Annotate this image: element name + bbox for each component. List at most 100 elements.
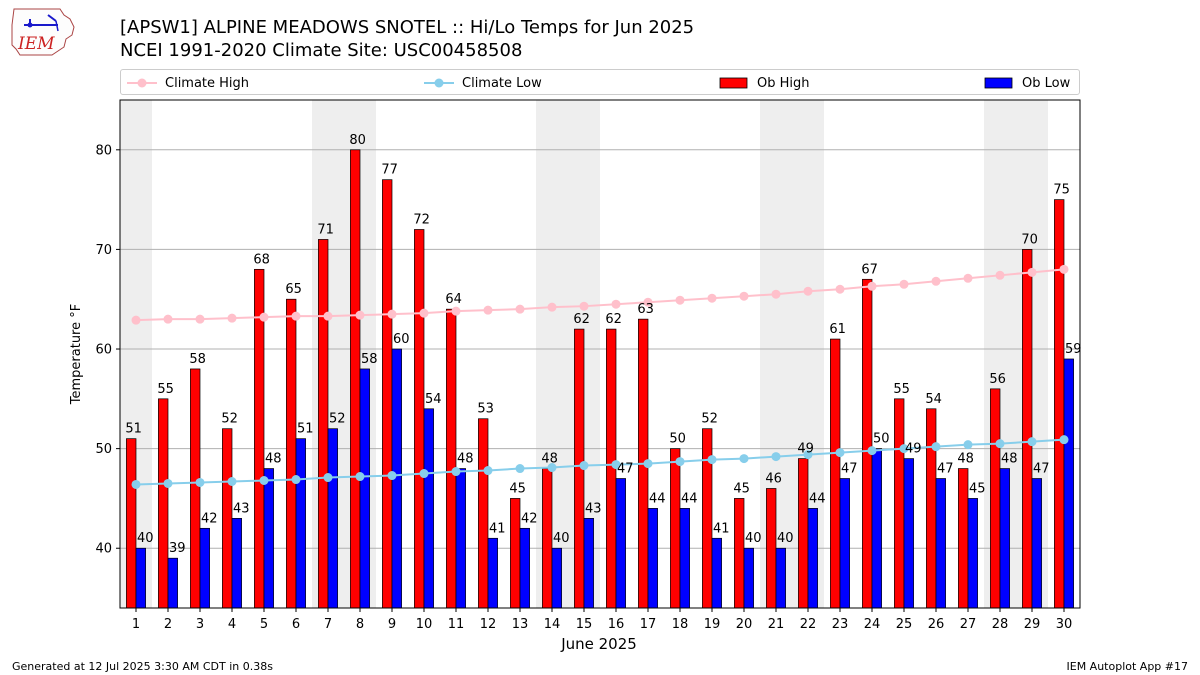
climate-high-point [899,279,909,289]
climate-high-point [291,311,301,321]
x-tick-label: 19 [704,617,721,632]
x-tick-label: 4 [228,617,236,632]
ob-high-label: 46 [765,471,782,486]
ob-high-bar [926,408,937,609]
climate-low-point [675,457,685,467]
y-tick-label: 40 [95,542,112,557]
climate-low-point [803,450,813,460]
ob-low-bar [711,537,722,609]
climate-low-point [163,478,173,488]
ob-high-bar [542,468,553,609]
climate-low-point [579,461,589,471]
climate-low-point [419,469,429,479]
ob-low-bar [647,508,658,609]
svg-text:IEM: IEM [17,34,55,54]
x-tick-label: 10 [416,617,433,632]
ob-low-label: 42 [521,511,538,526]
climate-high-point [707,293,717,303]
ob-high-bar [286,298,297,609]
ob-low-bar [199,527,210,609]
climate-high-point [771,289,781,299]
ob-low-bar [231,518,242,609]
climate-high-point [547,302,557,312]
ob-low-label: 47 [617,462,634,477]
chart-legend: Climate High Climate Low Ob High Ob Low [120,69,1080,95]
climate-high-point [931,276,941,286]
climate-high-point [675,295,685,305]
ob-high-label: 77 [381,163,398,178]
climate-high-point [579,301,589,311]
ob-low-bar [1031,478,1042,609]
ob-low-label: 47 [937,462,954,477]
x-tick-label: 18 [672,617,689,632]
climate-low-point [899,444,909,454]
ob-high-label: 51 [125,422,142,437]
x-tick-label: 1 [132,617,140,632]
ob-high-label: 62 [573,312,590,327]
ob-high-bar [158,398,169,609]
x-tick-label: 21 [768,617,785,632]
ob-low-bar [743,547,754,609]
ob-low-label: 45 [969,481,986,496]
climate-high-point [1027,267,1037,277]
x-tick-label: 12 [480,617,497,632]
ob-high-label: 70 [1021,232,1038,247]
bars [126,149,1074,609]
climate-low-point [291,475,301,485]
x-tick-label: 28 [992,617,1009,632]
climate-high-point [963,273,973,283]
ob-low-label: 43 [233,501,250,516]
x-tick-label: 7 [324,617,332,632]
ob-low-label: 41 [713,521,730,536]
ob-low-bar [583,518,594,609]
climate-lines [131,264,1069,489]
legend-label: Climate High [165,75,250,91]
climate-low-point [547,463,557,473]
ob-low-bar [455,468,466,609]
ob-high-bar [830,338,841,609]
ob-high-bar [734,498,745,609]
climate-low-point [451,467,461,477]
climate-high-point [835,284,845,294]
x-tick-label: 30 [1056,617,1073,632]
ob-low-bar [263,468,274,609]
ob-high-label: 53 [477,402,494,417]
ob-low-bar [871,448,882,609]
x-tick-label: 24 [864,617,881,632]
climate-high-point [227,313,237,323]
climate-low-point [707,455,717,465]
climate-low-point [323,473,333,483]
ob-high-label: 80 [349,133,366,148]
x-tick-label: 26 [928,617,945,632]
climate-low-point [643,459,653,469]
legend-label: Ob High [757,75,810,91]
ob-low-bar [519,527,530,609]
climate-low-point [355,472,365,482]
x-tick-label: 16 [608,617,625,632]
legend-item-climate-low: Climate Low [424,73,542,93]
legend-item-ob-low: Ob Low [984,73,1070,93]
ob-high-bar [478,418,489,609]
climate-high-point [419,308,429,318]
ob-high-label: 62 [605,312,622,327]
ob-low-label: 40 [745,531,762,546]
ob-high-label: 72 [413,212,430,227]
x-tick-label: 3 [196,617,204,632]
ob-high-bar [126,438,137,609]
ob-low-bar [999,468,1010,609]
ob-low-bar [615,478,626,609]
x-tick-label: 6 [292,617,300,632]
ob-low-label: 52 [329,412,346,427]
climate-high-point [1059,264,1069,274]
ob-high-label: 48 [957,452,974,467]
ob-high-label: 54 [925,392,942,407]
ob-low-label: 39 [169,541,186,556]
climate-low-point [515,464,525,474]
ob-low-bar [551,547,562,609]
ob-low-bar [935,478,946,609]
ob-high-label: 45 [733,481,750,496]
ob-low-label: 40 [137,531,154,546]
climate-high-line [135,268,1065,322]
